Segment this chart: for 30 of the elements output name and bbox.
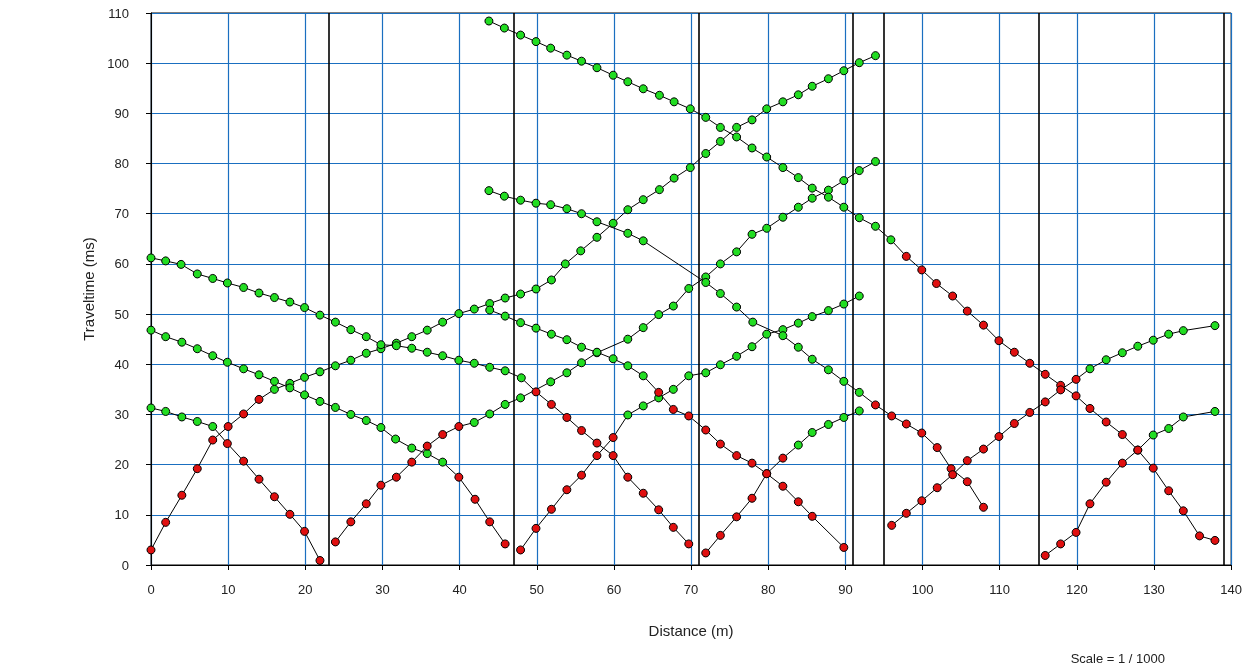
y-tick-label: 50 xyxy=(114,306,129,322)
x-tick-label: 90 xyxy=(838,582,853,597)
y-tick-label: 40 xyxy=(114,356,129,372)
x-tick-label: 130 xyxy=(1143,582,1165,597)
y-tick-label: 30 xyxy=(114,406,129,422)
y-tick-label: 100 xyxy=(107,55,129,71)
y-axis-title: Traveltime (ms) xyxy=(80,237,98,341)
x-tick-label: 110 xyxy=(989,582,1011,597)
x-tick-label: 0 xyxy=(147,582,155,597)
y-tick-label: 110 xyxy=(108,5,129,21)
y-tick-label: 70 xyxy=(114,206,129,222)
x-tick-label: 60 xyxy=(606,582,622,597)
x-tick-label: 120 xyxy=(1066,582,1088,597)
x-tick-label: 100 xyxy=(911,582,934,597)
x-tick-label: 30 xyxy=(375,582,390,597)
y-tick-label: 90 xyxy=(114,105,129,121)
y-tick-label: 0 xyxy=(121,557,129,573)
x-axis-title: Distance (m) xyxy=(648,622,734,639)
x-tick-label: 20 xyxy=(298,582,313,597)
x-tick-label: 140 xyxy=(1220,582,1243,597)
x-tick-label: 10 xyxy=(220,582,236,597)
text: Scale = 1 / 1000 xyxy=(1070,651,1166,666)
x-tick-label: 70 xyxy=(683,582,699,597)
y-tick-label: 20 xyxy=(114,457,129,473)
y-tick-label: 80 xyxy=(114,156,129,172)
x-tick-label: 80 xyxy=(761,582,776,597)
y-tick-label: 60 xyxy=(114,256,129,272)
y-tick-label: 10 xyxy=(114,507,129,523)
x-tick-label: 40 xyxy=(452,582,467,597)
x-tick-label: 50 xyxy=(529,582,544,597)
